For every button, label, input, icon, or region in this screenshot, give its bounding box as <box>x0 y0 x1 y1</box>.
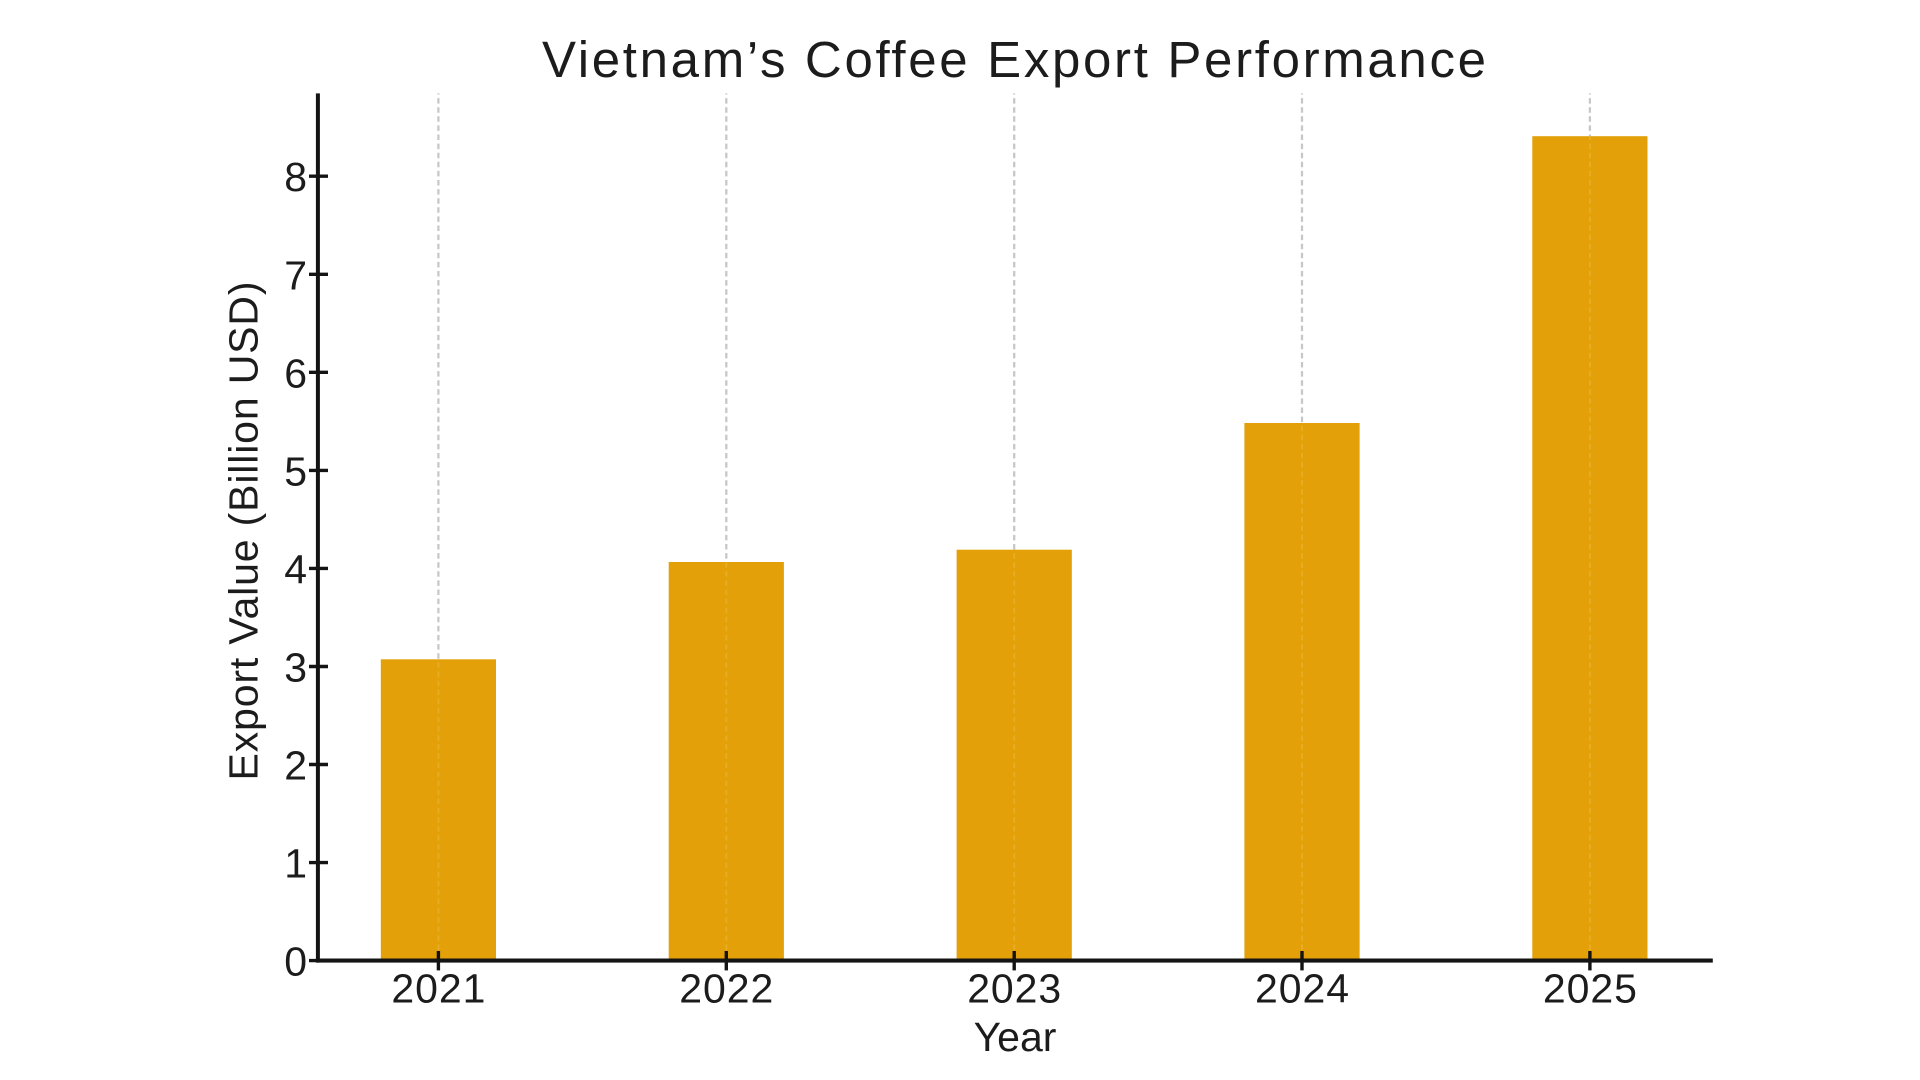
svg-text:7: 7 <box>284 252 307 298</box>
svg-text:Year: Year <box>974 1014 1057 1060</box>
svg-text:2022: 2022 <box>679 965 773 1011</box>
svg-text:2021: 2021 <box>391 965 485 1011</box>
svg-text:2025: 2025 <box>1543 965 1637 1011</box>
svg-text:Export Value (Billion USD): Export Value (Billion USD) <box>221 282 267 781</box>
svg-text:1: 1 <box>284 841 307 887</box>
svg-text:0: 0 <box>284 939 307 985</box>
svg-text:6: 6 <box>284 350 307 396</box>
svg-text:Vietnam’s Coffee Export Perfor: Vietnam’s Coffee Export Performance <box>542 31 1486 88</box>
svg-text:5: 5 <box>284 448 307 494</box>
svg-text:3: 3 <box>284 645 307 691</box>
svg-text:2: 2 <box>284 743 307 789</box>
svg-text:2023: 2023 <box>967 965 1061 1011</box>
svg-text:2024: 2024 <box>1255 965 1349 1011</box>
svg-text:8: 8 <box>284 154 307 200</box>
svg-text:4: 4 <box>284 546 307 592</box>
